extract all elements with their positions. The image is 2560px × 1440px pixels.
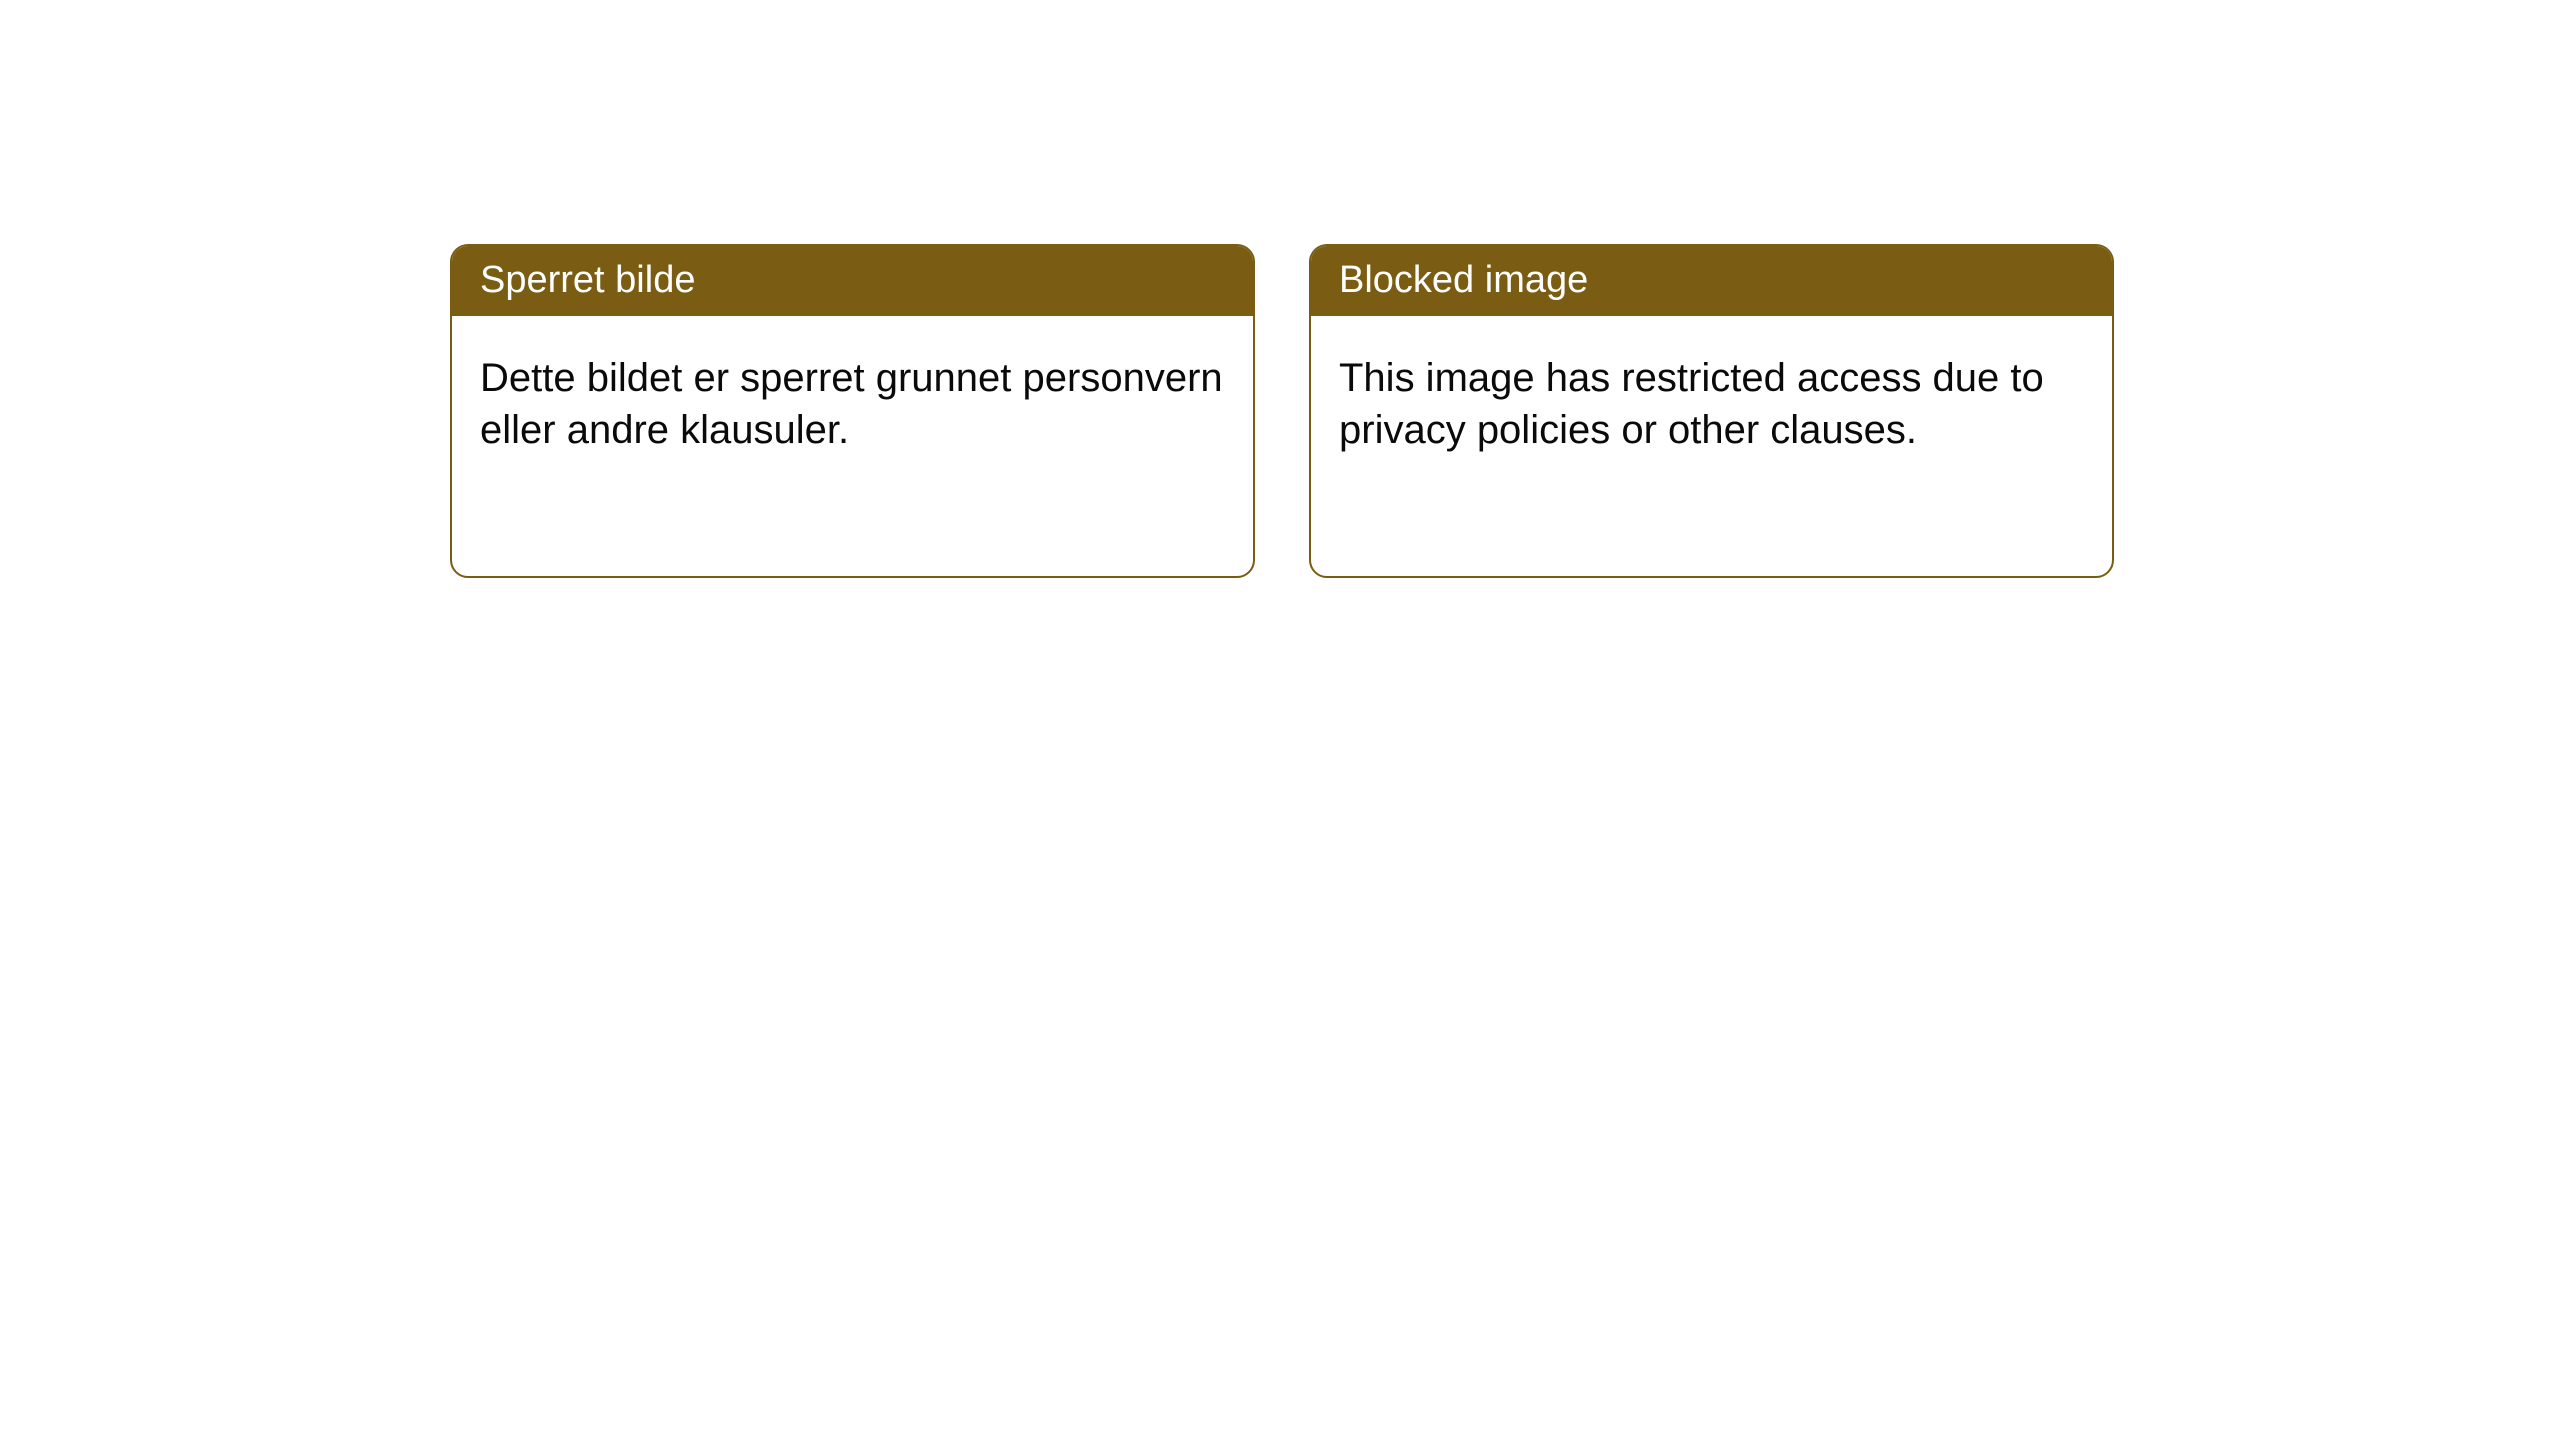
notice-card-norwegian: Sperret bilde Dette bildet er sperret gr… [450, 244, 1255, 578]
notice-body: Dette bildet er sperret grunnet personve… [452, 316, 1253, 492]
notice-card-english: Blocked image This image has restricted … [1309, 244, 2114, 578]
notice-container: Sperret bilde Dette bildet er sperret gr… [450, 244, 2114, 578]
notice-header: Sperret bilde [452, 246, 1253, 316]
notice-body: This image has restricted access due to … [1311, 316, 2112, 492]
notice-header: Blocked image [1311, 246, 2112, 316]
